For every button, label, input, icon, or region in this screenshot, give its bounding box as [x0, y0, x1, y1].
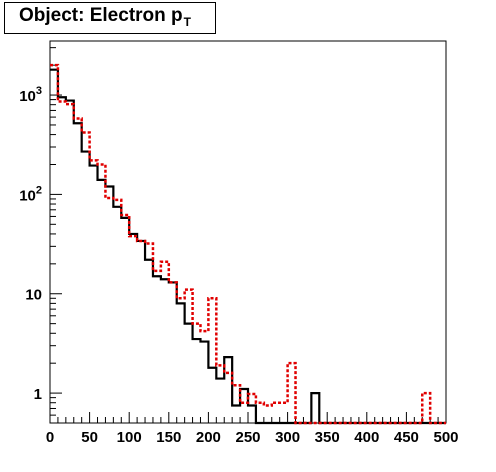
x-tick-label: 250	[235, 429, 260, 446]
y-tick-label: 103	[19, 85, 42, 105]
x-tick-label: 0	[46, 429, 54, 446]
x-tick-label: 200	[196, 429, 221, 446]
x-tick-label: 300	[275, 429, 300, 446]
x-tick-label: 50	[81, 429, 98, 446]
x-tick-label: 500	[433, 429, 458, 446]
y-tick-label: 102	[19, 184, 42, 204]
y-tick-label: 1	[34, 386, 42, 403]
x-tick-label: 100	[117, 429, 142, 446]
x-tick-label: 150	[156, 429, 181, 446]
dashed-red-histogram	[50, 63, 446, 425]
plot-frame	[49, 40, 447, 424]
chart-title: Object: Electron pT	[19, 5, 191, 29]
y-tick-label: 10	[25, 287, 42, 304]
x-tick-label: 450	[394, 429, 419, 446]
chart-title-box: Object: Electron pT	[4, 2, 216, 34]
solid-black-histogram	[50, 68, 446, 425]
x-tick-label: 350	[315, 429, 340, 446]
x-tick-label: 400	[354, 429, 379, 446]
